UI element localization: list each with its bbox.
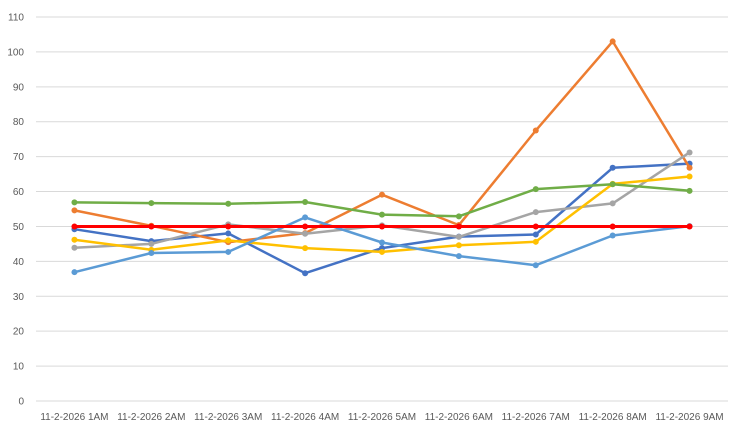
- data-point: [609, 181, 616, 188]
- data-point: [302, 214, 309, 221]
- series-line: [73, 162, 691, 275]
- data-point: [302, 223, 309, 230]
- x-tick-label: 11-2-2026 6AM: [425, 412, 493, 423]
- series-4: [71, 173, 693, 255]
- x-tick-label: 11-2-2026 5AM: [348, 412, 416, 423]
- data-point: [532, 127, 539, 134]
- x-tick-label: 11-2-2026 7AM: [502, 412, 570, 423]
- series-6: [71, 181, 693, 220]
- y-tick-label: 100: [7, 47, 24, 58]
- series-1: [71, 160, 693, 277]
- x-tick-label: 11-2-2026 2AM: [117, 412, 185, 423]
- data-point: [455, 223, 462, 230]
- data-point: [71, 207, 78, 214]
- y-tick-label: 70: [13, 152, 25, 163]
- data-point: [225, 230, 232, 237]
- data-point: [71, 269, 78, 276]
- y-tick-label: 30: [13, 292, 25, 303]
- data-point: [148, 240, 155, 247]
- data-point: [609, 38, 616, 45]
- y-tick-label: 0: [18, 397, 24, 408]
- y-tick-label: 60: [13, 187, 25, 198]
- data-point: [686, 187, 693, 194]
- data-point: [379, 248, 385, 255]
- data-point: [532, 186, 539, 193]
- y-tick-label: 90: [13, 82, 25, 93]
- data-point: [455, 253, 462, 260]
- series-line: [73, 182, 691, 218]
- x-tick-label: 11-2-2026 4AM: [271, 412, 339, 423]
- data-point: [455, 242, 462, 249]
- data-point: [302, 270, 309, 277]
- y-tick-label: 10: [13, 362, 25, 373]
- series-line: [73, 151, 691, 249]
- data-point: [148, 249, 155, 256]
- y-tick-label: 50: [13, 222, 25, 233]
- data-point: [686, 223, 693, 230]
- data-point: [455, 213, 462, 220]
- data-point: [302, 245, 309, 252]
- data-point: [225, 248, 232, 255]
- data-point: [71, 199, 78, 206]
- data-point: [379, 239, 385, 246]
- x-tick-label: 11-2-2026 3AM: [194, 412, 262, 423]
- gridlines: [36, 16, 728, 402]
- data-point: [302, 230, 309, 237]
- data-point: [686, 173, 693, 180]
- data-point: [532, 238, 539, 245]
- data-point: [225, 223, 232, 230]
- data-point: [71, 244, 78, 251]
- data-point: [148, 223, 155, 230]
- x-tick-label: 11-2-2026 1AM: [40, 412, 108, 423]
- y-tick-label: 110: [8, 13, 24, 24]
- y-axis-tick-labels: 0 10 20 30 40 50 60 70 80 90 100 110: [7, 13, 24, 408]
- data-point: [379, 211, 385, 218]
- series-3: [71, 149, 693, 251]
- x-axis-tick-labels: 11-2-2026 1AM 11-2-2026 2AM 11-2-2026 3AM 1…: [40, 412, 723, 423]
- y-tick-label: 20: [13, 327, 25, 338]
- y-tick-label: 40: [13, 257, 25, 268]
- series-layer: [71, 38, 693, 277]
- data-point: [609, 164, 616, 171]
- data-point: [148, 200, 155, 207]
- data-point: [71, 223, 78, 230]
- data-point: [302, 199, 309, 206]
- data-point: [379, 223, 385, 230]
- data-point: [609, 223, 616, 230]
- data-point: [532, 209, 539, 216]
- x-tick-label: 11-2-2026 8AM: [579, 412, 647, 423]
- y-tick-label: 80: [13, 117, 25, 128]
- data-point: [71, 236, 78, 243]
- data-point: [379, 191, 385, 198]
- data-point: [532, 223, 539, 230]
- data-point: [532, 231, 539, 238]
- data-point: [609, 232, 616, 239]
- data-point: [455, 233, 462, 240]
- data-point: [225, 200, 232, 207]
- data-point: [532, 262, 539, 269]
- series-7: [71, 223, 693, 230]
- data-point: [225, 237, 232, 244]
- x-tick-label: 11-2-2026 9AM: [655, 412, 723, 423]
- data-point: [686, 149, 693, 156]
- data-point: [686, 164, 693, 171]
- data-point: [609, 200, 616, 207]
